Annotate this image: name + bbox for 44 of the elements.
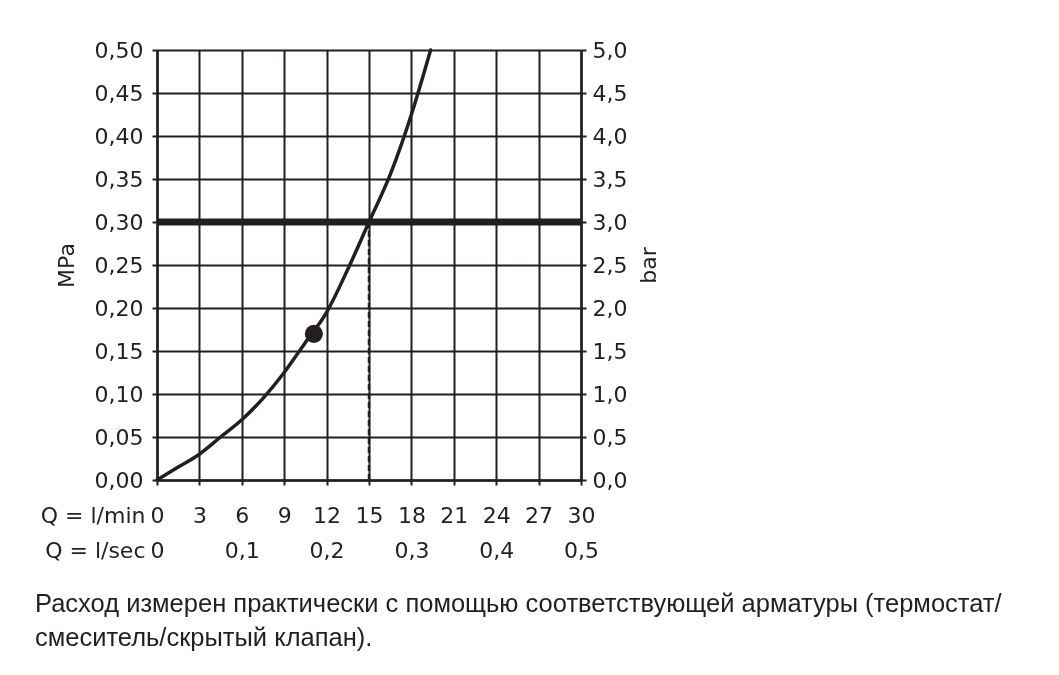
y2-tick-label: 3,5 [592,166,628,192]
x-axis-title: Q = l/min [40,502,146,528]
x-tick-label: 0 [150,502,165,528]
x2-tick-label: 0 [150,537,165,563]
y2-tick-label: 3,0 [592,209,628,235]
y2-tick-label: 0,5 [592,424,628,450]
y-tick-label: 0,00 [94,467,144,493]
x2-tick-label: 0,1 [224,537,260,563]
y-tick-label: 0,25 [94,252,144,278]
y-tick-label: 0,05 [94,424,144,450]
x-tick-label: 15 [355,502,384,528]
y-axis-title: MPa [53,243,79,288]
x-tick-label: 21 [440,502,469,528]
y-tick-label: 0,40 [94,123,144,149]
y-tick-label: 0,15 [94,338,144,364]
x-tick-label: 27 [525,502,554,528]
y-tick-label: 0,50 [94,37,144,63]
x-tick-label: 3 [192,502,207,528]
y-tick-label: 0,30 [94,209,144,235]
y2-tick-label: 1,0 [592,381,628,407]
x2-axis-title: Q = l/sec [45,537,146,563]
y2-tick-label: 4,0 [592,123,628,149]
y2-tick-label: 2,0 [592,295,628,321]
x2-tick-label: 0,4 [479,537,515,563]
y2-tick-label: 4,5 [592,80,628,106]
x-tick-label: 12 [313,502,342,528]
y2-axis-title: bar [636,246,662,284]
x2-tick-label: 0,2 [309,537,345,563]
x-tick-label: 24 [482,502,511,528]
y-tick-label: 0,35 [94,166,144,192]
y2-tick-label: 1,5 [592,338,628,364]
x2-tick-label: 0,3 [394,537,430,563]
y2-tick-label: 5,0 [592,37,628,63]
y2-tick-label: 0,0 [592,467,628,493]
text: Расход измерен практически с помощью соответствующей арматуры (термостат/смеситель/скрытый клапан). [35,588,1003,653]
y2-tick-label: 2,5 [592,252,628,278]
y-tick-label: 0,20 [94,295,144,321]
x-tick-label: 6 [235,502,250,528]
y-tick-label: 0,45 [94,80,144,106]
x-tick-label: 18 [397,502,426,528]
x2-tick-label: 0,5 [564,537,599,563]
x-tick-label: 9 [277,502,292,528]
y-tick-label: 0,10 [94,381,144,407]
x-tick-label: 30 [567,502,596,528]
